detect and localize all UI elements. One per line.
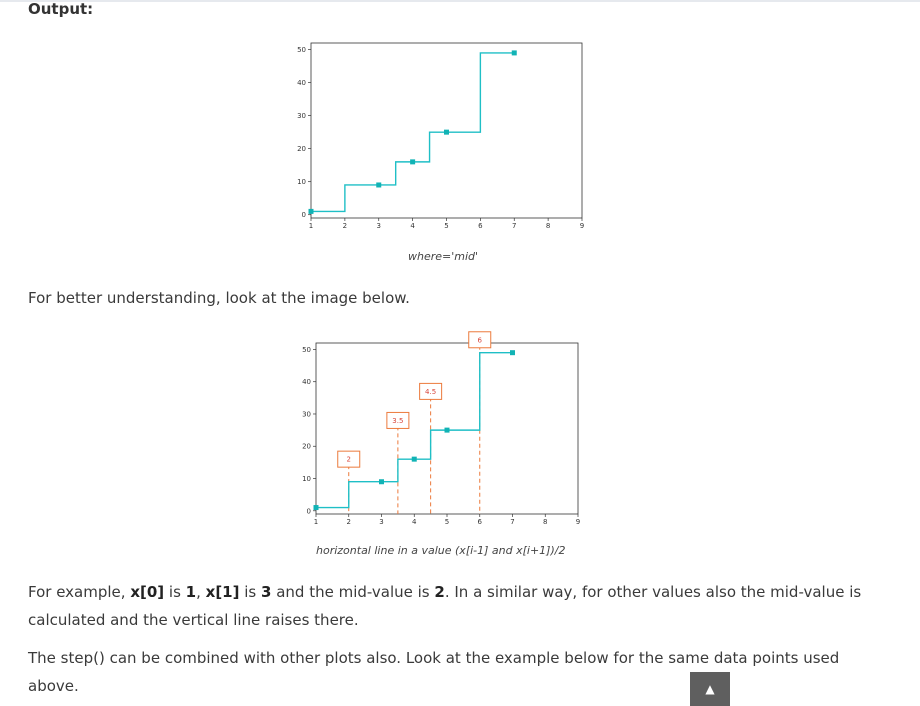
y-tick-label: 40 <box>302 378 311 386</box>
chart1-caption: where='mid' <box>408 250 479 263</box>
example-value-2: 2 <box>434 583 445 601</box>
example-code-x0: x[0] <box>130 583 165 601</box>
x-tick-label: 8 <box>546 222 550 230</box>
x-tick-label: 6 <box>478 222 483 230</box>
top-divider <box>0 0 920 2</box>
y-tick-label: 30 <box>297 112 306 120</box>
y-tick-label: 0 <box>307 507 311 515</box>
example-text-g: is <box>239 583 262 601</box>
arrow-up-icon: ▲ <box>705 682 715 696</box>
x-tick-label: 7 <box>512 222 516 230</box>
data-point-marker <box>376 182 382 188</box>
annotation-box <box>386 411 410 429</box>
example-text-k: . In a similar way, for other values als… <box>28 583 862 629</box>
combine-paragraph: The step() can be combined with other pl… <box>28 649 840 695</box>
example-code-x1: x[1] <box>205 583 240 601</box>
x-tick-label: 1 <box>309 222 313 230</box>
data-point-marker <box>444 129 449 135</box>
annotation-label: 4.5 <box>425 388 436 396</box>
example-value-1: 1 <box>185 583 197 601</box>
y-tick-label: 50 <box>302 346 311 354</box>
step-line <box>316 351 513 509</box>
y-tick-label: 40 <box>297 79 306 87</box>
x-tick-label: 5 <box>444 222 448 230</box>
y-tick-label: 0 <box>302 211 306 219</box>
annotation-label: 3.5 <box>392 417 403 425</box>
example-value-3: 3 <box>261 583 272 601</box>
y-tick-label: 20 <box>302 443 311 451</box>
example-text-a: For example, <box>28 583 131 601</box>
x-tick-label: 9 <box>576 518 580 526</box>
x-tick-label: 1 <box>314 518 318 526</box>
example-text-i: and the mid-value is <box>271 583 435 601</box>
data-point-marker <box>510 350 515 356</box>
y-tick-label: 10 <box>297 178 306 186</box>
annotation-box <box>337 450 361 468</box>
data-point-marker <box>379 479 384 485</box>
scroll-to-top-button[interactable]: ▲ <box>690 672 730 706</box>
data-point-marker <box>410 159 416 165</box>
annotation-label: 6 <box>478 336 483 344</box>
data-point-marker <box>313 505 319 511</box>
chart2-caption: horizontal line in a value (x[i-1] and x… <box>316 544 566 557</box>
step-line <box>311 52 515 213</box>
annotation-box <box>419 382 443 400</box>
data-point-marker <box>411 456 417 462</box>
step-chart-mid: 1 2 3 4 5 6 7 8 9 0 10 20 30 40 50 <box>297 42 584 230</box>
output-heading: Output: <box>28 0 94 18</box>
example-text-c: is <box>164 583 186 601</box>
data-point-marker <box>511 50 517 56</box>
data-point-marker <box>444 427 450 433</box>
y-tick-label: 20 <box>297 145 306 153</box>
intro-paragraph: For better understanding, look at the im… <box>28 289 410 307</box>
x-tick-label: 4 <box>412 518 417 526</box>
x-tick-label: 2 <box>347 518 351 526</box>
x-tick-label: 6 <box>478 518 483 526</box>
x-tick-label: 5 <box>445 518 449 526</box>
x-tick-label: 7 <box>510 518 514 526</box>
x-tick-label: 2 <box>343 222 347 230</box>
step-chart-annotated: 1 2 3 4 5 6 7 8 9 0 10 20 30 40 50 2 3.5 4.5 6 <box>302 331 580 526</box>
example-paragraph: For example, x[0] is 1, x[1] is 3 and th… <box>28 578 888 634</box>
example-text-e: , <box>196 583 206 601</box>
x-tick-label: 3 <box>377 222 381 230</box>
annotation-label: 2 <box>347 456 351 464</box>
y-tick-label: 10 <box>302 475 311 483</box>
x-tick-label: 9 <box>580 222 584 230</box>
x-tick-label: 4 <box>410 222 415 230</box>
x-tick-label: 3 <box>379 518 383 526</box>
annotation-box <box>468 331 492 349</box>
y-tick-label: 30 <box>302 410 311 418</box>
y-tick-label: 50 <box>297 46 306 54</box>
x-tick-label: 8 <box>543 518 547 526</box>
data-point-marker <box>308 208 314 214</box>
